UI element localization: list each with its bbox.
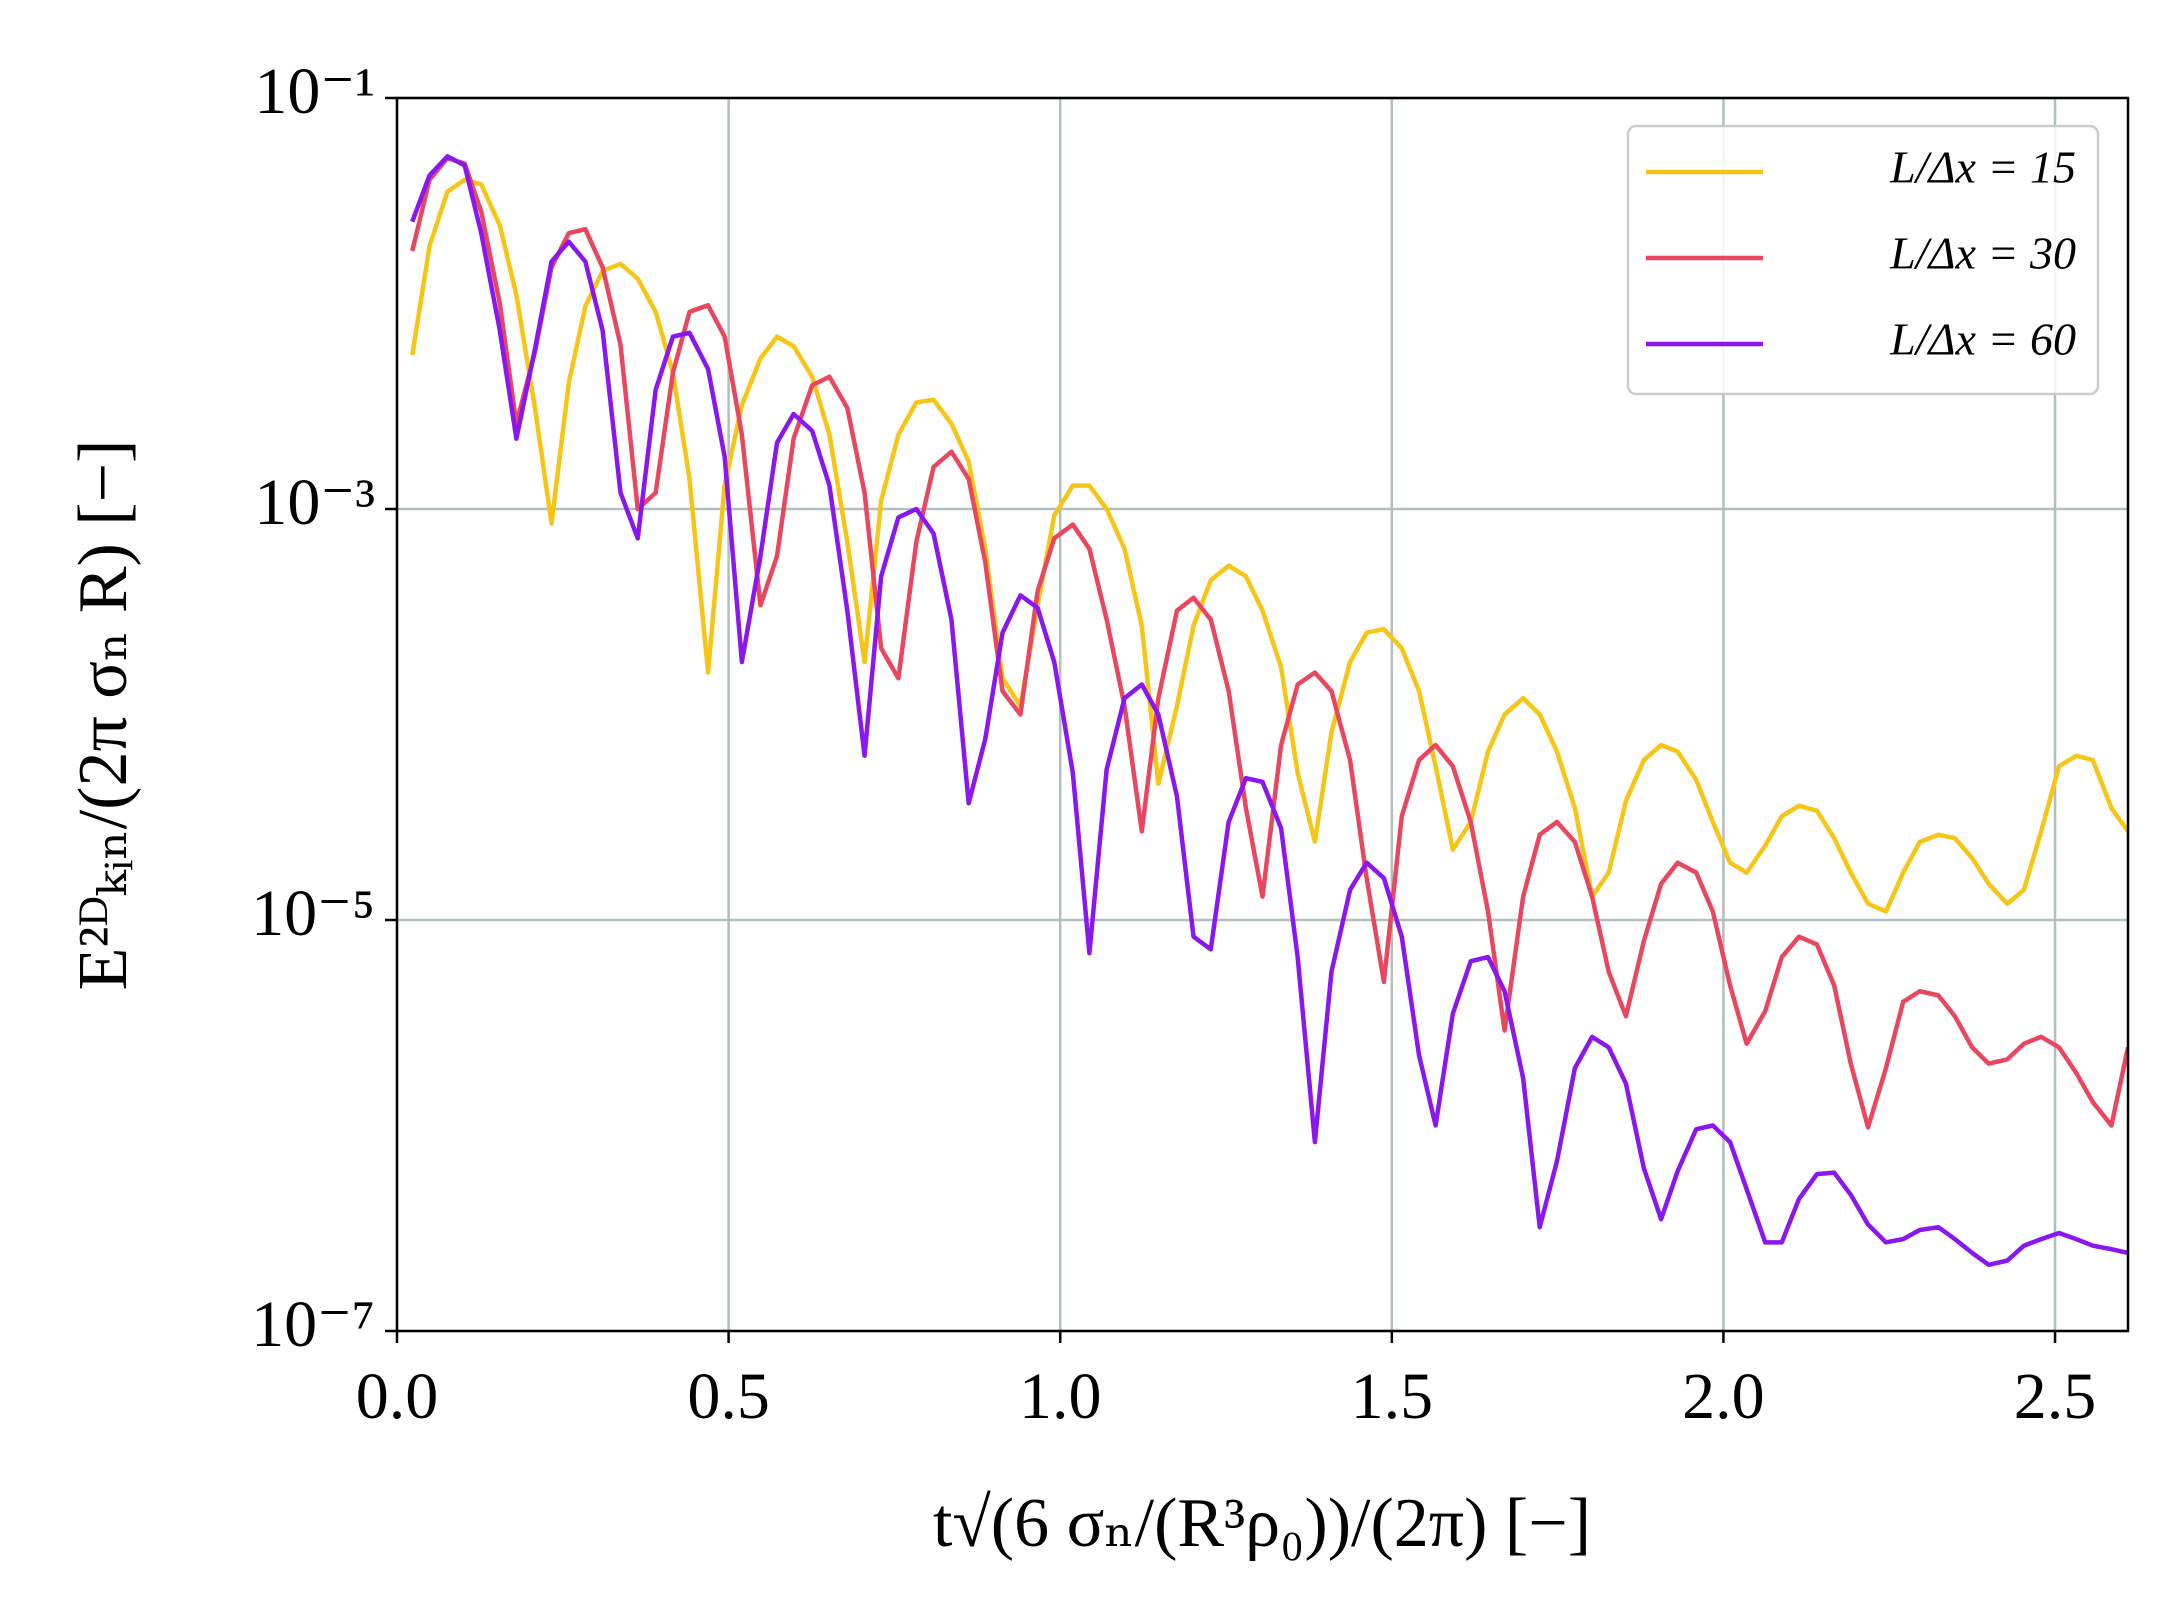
series-line bbox=[410, 154, 2128, 1268]
ticks: 0.0 0.5 1.0 1.5 2.0 2.5 10⁻⁷ 10⁻⁵ 10⁻³ 10⁻¹ bbox=[251, 55, 2096, 1433]
y-axis-label: E²ᴰₖᵢₙ/(2π σₙ R) [−] bbox=[65, 440, 142, 991]
legend-label: L/Δx = 30 bbox=[1889, 228, 2076, 279]
x-tick-label: 0.5 bbox=[687, 1360, 770, 1433]
legend-label: L/Δx = 15 bbox=[1889, 142, 2076, 193]
x-tick-label: 2.0 bbox=[1682, 1360, 1765, 1433]
y-tick-label: 10⁻⁵ bbox=[251, 877, 375, 950]
x-tick-label: 2.5 bbox=[2014, 1360, 2097, 1433]
series-line bbox=[410, 177, 2128, 914]
x-tick-label: 1.5 bbox=[1351, 1360, 1434, 1433]
legend: L/Δx = 15 L/Δx = 30 L/Δx = 60 bbox=[1626, 124, 2100, 396]
plot-lines bbox=[410, 154, 2128, 1268]
series-line bbox=[410, 155, 2128, 1130]
x-tick-label: 1.0 bbox=[1019, 1360, 1102, 1433]
y-tick-label: 10⁻¹ bbox=[254, 55, 375, 128]
legend-box bbox=[1626, 124, 2100, 396]
y-tick-label: 10⁻³ bbox=[254, 466, 375, 539]
plot-frame bbox=[395, 96, 2130, 1333]
x-tick-label: 0.0 bbox=[356, 1360, 439, 1433]
x-axis-label: t√(6 σₙ/(R³ρ₀))/(2π) [−] bbox=[933, 1485, 1591, 1562]
y-tick-label: 10⁻⁷ bbox=[251, 1288, 375, 1361]
legend-label: L/Δx = 60 bbox=[1889, 314, 2076, 365]
